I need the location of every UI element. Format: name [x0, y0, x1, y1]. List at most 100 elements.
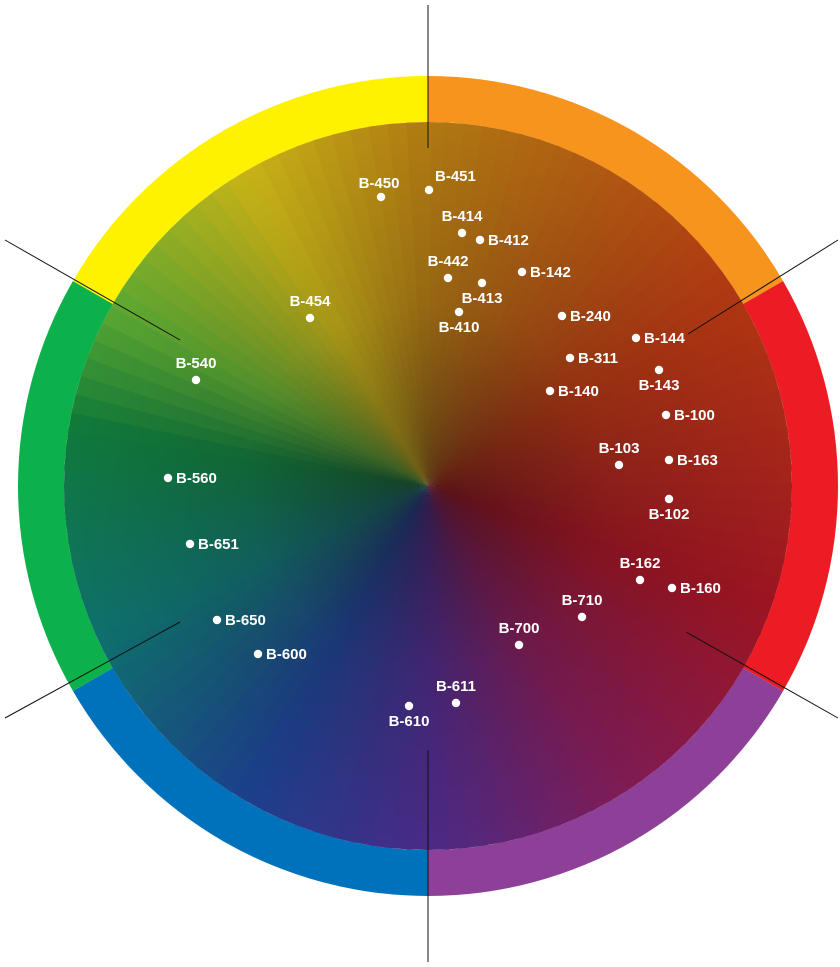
- hue-ring: [17, 76, 838, 896]
- sample-dot: [185, 539, 195, 549]
- sample-dot: [661, 410, 671, 420]
- sample-dot: [565, 353, 575, 363]
- sample-marker-b-454: B-454: [290, 293, 332, 323]
- sample-dot: [451, 698, 461, 708]
- ring-segment-red: [743, 281, 838, 691]
- sample-label: B-140: [558, 383, 599, 400]
- sample-marker-b-103: B-103: [599, 440, 640, 470]
- sample-label: B-454: [290, 293, 332, 310]
- sample-dot: [253, 649, 263, 659]
- sample-marker-b-410: B-410: [439, 307, 480, 336]
- sample-marker-b-412: B-412: [475, 232, 529, 249]
- sample-marker-b-414: B-414: [442, 208, 484, 238]
- sample-marker-b-142: B-142: [517, 264, 571, 281]
- sample-marker-b-102: B-102: [649, 494, 690, 523]
- sample-dot: [477, 278, 487, 288]
- sample-dot: [631, 333, 641, 343]
- sample-marker-b-240: B-240: [557, 308, 611, 325]
- sector-divider-line: [4, 239, 181, 341]
- center-shade: [64, 122, 792, 850]
- sample-dot: [457, 228, 467, 238]
- sample-label: B-103: [599, 440, 640, 457]
- sample-label: B-450: [359, 175, 400, 192]
- sample-marker-b-700: B-700: [499, 620, 540, 650]
- sample-marker-b-163: B-163: [664, 452, 718, 469]
- sample-marker-b-610: B-610: [389, 701, 430, 730]
- sample-dot: [212, 615, 222, 625]
- sample-dot: [191, 375, 201, 385]
- sample-marker-b-311: B-311: [565, 350, 618, 367]
- sector-divider-line: [4, 621, 181, 719]
- sector-divider-line: [685, 631, 839, 719]
- sample-dot: [545, 386, 555, 396]
- sample-marker-b-143: B-143: [639, 365, 680, 394]
- sample-label: B-600: [266, 646, 307, 663]
- sample-dot: [514, 640, 524, 650]
- sample-marker-b-144: B-144: [631, 330, 686, 347]
- sample-dot: [404, 701, 414, 711]
- sample-label: B-412: [488, 232, 529, 249]
- sample-marker-b-560: B-560: [163, 470, 217, 487]
- ring-segment-orange: [428, 76, 784, 304]
- sample-dot: [667, 583, 677, 593]
- sample-dot: [376, 192, 386, 202]
- sample-label: B-610: [389, 713, 430, 730]
- sample-label: B-142: [530, 264, 571, 281]
- sample-label: B-163: [677, 452, 718, 469]
- sample-marker-b-413: B-413: [462, 278, 503, 307]
- sample-dot: [654, 365, 664, 375]
- sample-label: B-162: [620, 555, 661, 572]
- sample-dot: [163, 473, 173, 483]
- sample-marker-b-100: B-100: [661, 407, 715, 424]
- sample-label: B-442: [428, 253, 469, 270]
- sample-marker-b-160: B-160: [667, 580, 721, 597]
- sample-dot: [517, 267, 527, 277]
- ring-segment-green: [17, 281, 113, 691]
- sample-dot: [664, 494, 674, 504]
- sample-label: B-651: [198, 536, 239, 553]
- sample-dot: [614, 460, 624, 470]
- sample-dot: [664, 455, 674, 465]
- sample-marker-b-651: B-651: [185, 536, 239, 553]
- sample-marker-b-162: B-162: [620, 555, 661, 585]
- sample-label: B-650: [225, 612, 266, 629]
- sample-dot: [443, 273, 453, 283]
- sample-dot: [577, 612, 587, 622]
- sample-dot: [557, 311, 567, 321]
- sample-marker-b-540: B-540: [176, 355, 217, 385]
- sample-label: B-410: [439, 319, 480, 336]
- sample-dot: [424, 185, 434, 195]
- sector-divider-line: [687, 239, 839, 335]
- sample-marker-b-451: B-451: [424, 168, 476, 195]
- sample-label: B-100: [674, 407, 715, 424]
- sample-label: B-700: [499, 620, 540, 637]
- sample-label: B-240: [570, 308, 611, 325]
- sample-label: B-414: [442, 208, 484, 225]
- sample-marker-b-442: B-442: [428, 253, 469, 283]
- sample-dot: [475, 235, 485, 245]
- sample-label: B-611: [436, 678, 476, 695]
- sample-marker-b-611: B-611: [436, 678, 476, 708]
- sample-label: B-160: [680, 580, 721, 597]
- sample-dot: [635, 575, 645, 585]
- sample-marker-b-710: B-710: [562, 592, 603, 622]
- sample-label: B-413: [462, 290, 503, 307]
- sample-label: B-710: [562, 592, 603, 609]
- sector-dividers: [4, 5, 839, 962]
- sample-label: B-451: [435, 168, 476, 185]
- sample-label: B-143: [639, 377, 680, 394]
- sample-label: B-102: [649, 506, 690, 523]
- sample-label: B-311: [578, 350, 618, 367]
- ring-segment-blue: [72, 668, 429, 896]
- sample-dot: [305, 313, 315, 323]
- sample-label: B-144: [644, 330, 686, 347]
- sample-marker-b-600: B-600: [253, 646, 307, 663]
- sample-label: B-540: [176, 355, 217, 372]
- sample-marker-b-140: B-140: [545, 383, 599, 400]
- ring-segment-yellow: [72, 76, 429, 304]
- sample-marker-b-450: B-450: [359, 175, 400, 202]
- ring-segment-purple: [428, 668, 784, 896]
- sample-dot: [454, 307, 464, 317]
